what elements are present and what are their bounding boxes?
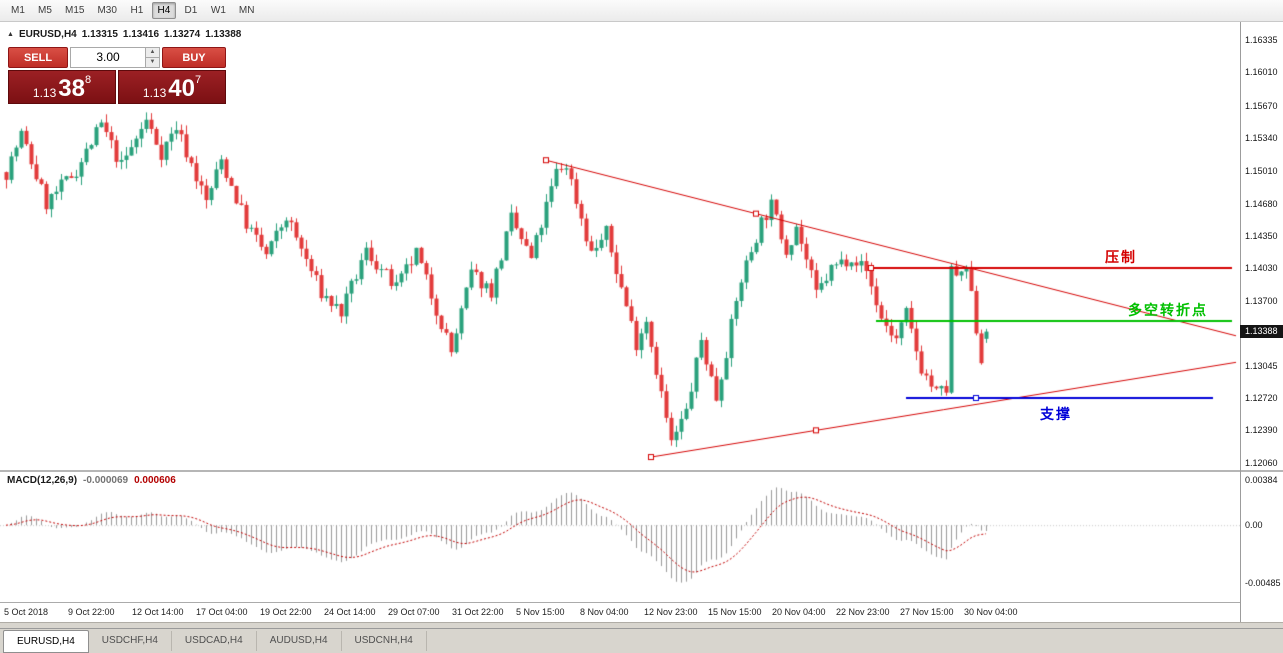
- chart-low-value: 1.13274: [164, 29, 201, 40]
- time-tick-label: 29 Oct 07:00: [388, 607, 440, 617]
- chart-close-value: 1.13388: [205, 29, 242, 40]
- price-tick-label: 1.15010: [1245, 166, 1278, 177]
- macd-main-value: -0.000069: [83, 475, 129, 486]
- price-tick-label: 1.16010: [1245, 67, 1278, 78]
- macd-tick-label: -0.00485: [1245, 577, 1281, 588]
- window-bottom-frame: [0, 622, 1283, 628]
- time-tick-label: 15 Nov 15:00: [708, 607, 762, 617]
- sell-price-sup: 8: [84, 74, 92, 86]
- timeframe-button-w1[interactable]: W1: [210, 5, 226, 16]
- buy-price-display[interactable]: 1.13 40 7: [118, 70, 226, 104]
- price-tick-label: 1.13045: [1245, 360, 1278, 371]
- sell-button[interactable]: SELL: [8, 47, 68, 68]
- time-tick-label: 5 Nov 15:00: [516, 607, 565, 617]
- price-tick-label: 1.15340: [1245, 133, 1278, 144]
- macd-tick-label: 0.00384: [1245, 474, 1278, 485]
- buy-button[interactable]: BUY: [162, 47, 226, 68]
- price-axis-separator: [1240, 22, 1241, 622]
- chart-tab-usdcnh-h4[interactable]: USDCNH,H4: [342, 631, 427, 651]
- price-axis[interactable]: 1.16335 1.16010 1.15670 1.15340 1.15010 1.146…: [1240, 22, 1283, 470]
- buy-price-big: 40: [168, 75, 195, 102]
- price-tick-label: 1.14350: [1245, 231, 1278, 242]
- timeframe-button-m15[interactable]: M15: [65, 5, 85, 16]
- timeframe-button-h1[interactable]: H1: [130, 5, 144, 16]
- chart-tab-usdcad-h4[interactable]: USDCAD,H4: [172, 631, 257, 651]
- chart-open-value: 1.13315: [81, 29, 118, 40]
- time-tick-label: 12 Nov 23:00: [644, 607, 698, 617]
- time-tick-label: 22 Nov 23:00: [836, 607, 890, 617]
- sell-price-display[interactable]: 1.13 38 8: [8, 70, 116, 104]
- timeframe-toolbar: M1 M5 M15 M30 H1 H4 D1 W1 MN: [0, 0, 1283, 22]
- price-tick-label: 1.16335: [1245, 35, 1278, 45]
- time-tick-label: 24 Oct 14:00: [324, 607, 376, 617]
- macd-signal-value: 0.000606: [134, 475, 176, 486]
- macd-axis: 0.00384 0.00 -0.00485: [1240, 472, 1283, 602]
- buy-price-sup: 7: [194, 74, 202, 86]
- time-tick-label: 17 Oct 04:00: [196, 607, 248, 617]
- chart-tab-usdchf-h4[interactable]: USDCHF,H4: [89, 631, 172, 651]
- chart-symbol-period: EURUSD,H4: [18, 29, 77, 40]
- timeframe-button-m30[interactable]: M30: [97, 5, 117, 16]
- volume-spinner[interactable]: ▲ ▼: [145, 48, 159, 67]
- volume-down-icon[interactable]: ▼: [146, 58, 159, 67]
- symbol-triangle-icon: ▲: [7, 31, 14, 38]
- time-tick-label: 27 Nov 15:00: [900, 607, 954, 617]
- time-tick-label: 19 Oct 22:00: [260, 607, 312, 617]
- price-tick-label: 1.12060: [1245, 458, 1278, 468]
- chart-tab-audusd-h4[interactable]: AUDUSD,H4: [257, 631, 342, 651]
- price-tick-label: 1.14030: [1245, 263, 1278, 274]
- current-price-tag: 1.13388: [1240, 324, 1283, 338]
- macd-pane-splitter[interactable]: [0, 470, 1283, 472]
- time-tick-label: 12 Oct 14:00: [132, 607, 184, 617]
- time-axis[interactable]: 5 Oct 2018 9 Oct 22:00 12 Oct 14:00 17 Oct …: [0, 602, 1240, 622]
- timeframe-button-m5[interactable]: M5: [38, 5, 52, 16]
- chart-high-value: 1.13416: [122, 29, 160, 40]
- time-tick-label: 9 Oct 22:00: [68, 607, 115, 617]
- timeframe-button-h4[interactable]: H4: [151, 2, 176, 19]
- macd-tick-label: 0.00: [1245, 520, 1263, 531]
- time-tick-label: 31 Oct 22:00: [452, 607, 504, 617]
- timeframe-button-mn[interactable]: MN: [238, 5, 255, 16]
- sell-price-prefix: 1.13: [32, 86, 57, 100]
- time-tick-label: 8 Nov 04:00: [580, 607, 629, 617]
- timeframe-button-m1[interactable]: M1: [11, 5, 25, 16]
- time-tick-label: 30 Nov 04:00: [964, 607, 1018, 617]
- one-click-trading-panel: SELL 3.00 ▲ ▼ BUY 1.13 38 8 1.13 40 7: [8, 47, 226, 104]
- time-tick-label: 20 Nov 04:00: [772, 607, 826, 617]
- volume-stepper[interactable]: 3.00 ▲ ▼: [70, 47, 160, 68]
- chart-tab-eurusd-h4[interactable]: EURUSD,H4: [3, 630, 89, 653]
- macd-title: MACD(12,26,9): [7, 475, 78, 486]
- volume-value[interactable]: 3.00: [96, 50, 120, 64]
- buy-price-prefix: 1.13: [142, 86, 167, 100]
- price-tick-label: 1.12390: [1245, 425, 1278, 436]
- sell-price-big: 38: [58, 75, 85, 102]
- macd-indicator-canvas[interactable]: [0, 472, 1240, 602]
- price-tick-label: 1.13700: [1245, 295, 1278, 306]
- time-tick-label: 5 Oct 2018: [4, 607, 49, 617]
- price-tick-label: 1.15670: [1245, 100, 1278, 111]
- chart-ohlc-header: ▲ EURUSD,H4 1.13315 1.13416 1.13274 1.13…: [7, 29, 241, 40]
- volume-up-icon[interactable]: ▲: [146, 48, 159, 58]
- price-tick-label: 1.14680: [1245, 198, 1278, 209]
- timeframe-button-d1[interactable]: D1: [184, 5, 198, 16]
- price-tick-label: 1.12720: [1245, 392, 1278, 403]
- macd-header: MACD(12,26,9) -0.000069 0.000606: [7, 475, 176, 486]
- chart-tab-bar: EURUSD,H4 USDCHF,H4 USDCAD,H4 AUDUSD,H4 USDC…: [0, 628, 1283, 653]
